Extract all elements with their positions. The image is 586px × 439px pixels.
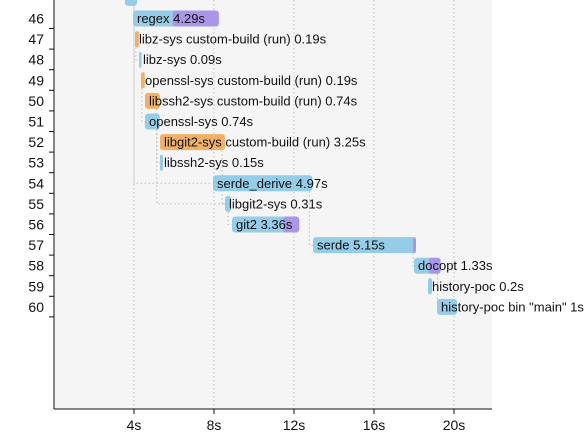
unit-label-54: serde_derive 4.97s xyxy=(217,176,328,191)
dependency-line-49-51 xyxy=(141,88,145,122)
y-tick-label-55: 55 xyxy=(28,196,44,212)
unit-label-50: libssh2-sys custom-build (run) 0.74s xyxy=(149,93,358,108)
dependency-line-54-57 xyxy=(308,191,313,246)
unit-label-47: libz-sys custom-build (run) 0.19s xyxy=(139,32,327,47)
plot-background xyxy=(54,0,492,409)
unit-codegen-bar-56 xyxy=(283,216,300,233)
unit-label-48: libz-sys 0.09s xyxy=(143,52,222,67)
unit-label-52: libgit2-sys custom-build (run) 3.25s xyxy=(164,135,366,150)
y-tick-label-50: 50 xyxy=(28,93,44,109)
unit-bar-47[interactable] xyxy=(135,31,139,48)
y-tick-label-47: 47 xyxy=(28,31,44,47)
unit-codegen-bar-46 xyxy=(172,10,219,27)
dependency-line-51-55 xyxy=(156,129,225,205)
y-tick-label-53: 53 xyxy=(28,155,44,171)
y-tick-label-57: 57 xyxy=(28,237,44,253)
y-tick-label-54: 54 xyxy=(28,175,44,191)
y-tick-label-52: 52 xyxy=(28,134,44,150)
y-tick-label-48: 48 xyxy=(28,52,44,68)
unit-bar-57[interactable] xyxy=(313,237,416,254)
unit-label-59: history-poc 0.2s xyxy=(432,279,524,294)
x-tick-label-4s: 4s xyxy=(127,417,142,433)
unit-bar-50[interactable] xyxy=(145,92,160,109)
unit-label-51: openssl-sys 0.74s xyxy=(149,114,254,129)
unit-bar-51[interactable] xyxy=(145,113,160,130)
x-tick-label-16s: 16s xyxy=(363,417,386,433)
unit-codegen-bar-58 xyxy=(428,257,441,274)
y-tick-label-58: 58 xyxy=(28,258,44,274)
unit-bar-60[interactable] xyxy=(437,298,457,315)
dependency-line-57-58 xyxy=(412,253,414,267)
unit-label-53: libssh2-sys 0.15s xyxy=(164,155,264,170)
unit-label-57: serde 5.15s xyxy=(317,238,385,253)
dependency-line-55-56 xyxy=(227,211,232,225)
y-tick-label-56: 56 xyxy=(28,217,44,233)
y-tick-label-46: 46 xyxy=(28,11,44,27)
unit-bar-56[interactable] xyxy=(232,216,300,233)
unit-labels: regex 4.29s libz-sys custom-build (run) 0… xyxy=(137,11,584,314)
unit-bar-53[interactable] xyxy=(160,154,163,171)
unit-label-46: regex 4.29s xyxy=(137,11,205,26)
unit-bar-49[interactable] xyxy=(141,72,145,89)
x-tick-label-8s: 8s xyxy=(207,417,222,433)
y-tick-label-60: 60 xyxy=(28,299,44,315)
y-tick-label-51: 51 xyxy=(28,114,44,130)
y-tick-label-49: 49 xyxy=(28,72,44,88)
unit-bar-54[interactable] xyxy=(213,175,313,192)
dependency-line-47-48 xyxy=(135,47,139,61)
axes: 4s 8s 12s 16s 20s 46 47 48 49 50 51 52 53 54 55 56 57 58 5… xyxy=(28,0,492,433)
unit-codegen-bar-57 xyxy=(413,237,416,254)
unit-bar-48[interactable] xyxy=(139,51,142,68)
unit-label-58: docopt 1.33s xyxy=(418,258,493,273)
x-tick-label-12s: 12s xyxy=(283,417,306,433)
x-tick-label-20s: 20s xyxy=(443,417,466,433)
unit-label-56: git2 3.36s xyxy=(236,217,293,232)
unit-bar-45[interactable] xyxy=(125,0,137,6)
grid-layer xyxy=(133,0,455,409)
unit-bar-52[interactable] xyxy=(160,134,225,151)
unit-bar-55[interactable] xyxy=(225,195,232,212)
unit-label-49: openssl-sys custom-build (run) 0.19s xyxy=(145,73,358,88)
dependency-line-45-54 xyxy=(133,5,213,184)
unit-label-60: history-poc bin "main" 1s xyxy=(441,299,584,314)
unit-bar-59[interactable] xyxy=(428,278,432,295)
y-tick-label-59: 59 xyxy=(28,278,44,294)
unit-label-55: libgit2-sys 0.31s xyxy=(229,196,323,211)
unit-bars xyxy=(125,0,457,315)
